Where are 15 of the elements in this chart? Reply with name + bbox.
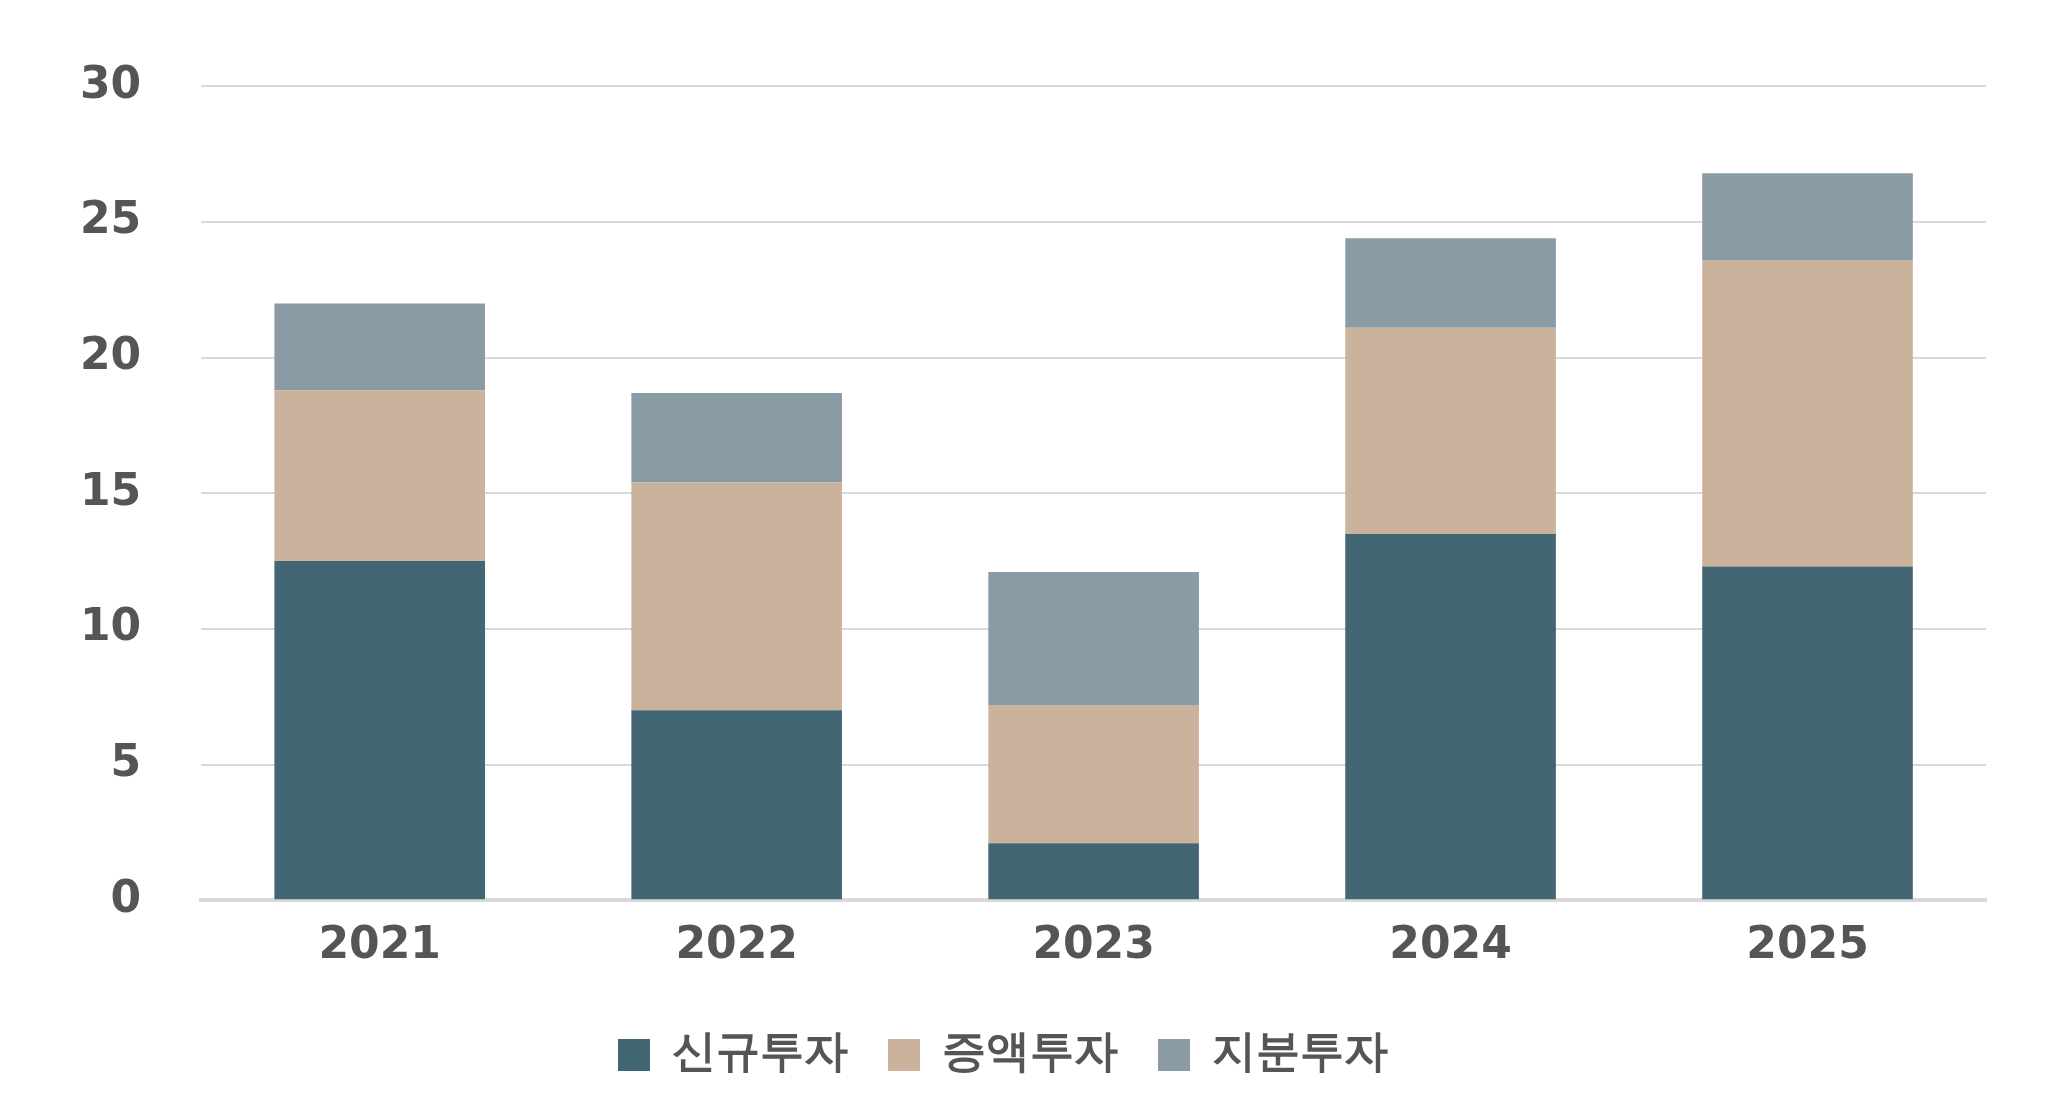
y-tick-label: 10 xyxy=(80,599,142,651)
legend-label: 증액투자 xyxy=(942,1025,1118,1077)
legend-label: 신규투자 xyxy=(672,1025,848,1077)
x-tick-label: 2025 xyxy=(1746,917,1869,969)
x-tick-label: 2021 xyxy=(318,917,441,969)
x-tick-label: 2024 xyxy=(1389,917,1512,969)
x-tick-label: 2023 xyxy=(1032,917,1155,969)
y-tick-label: 25 xyxy=(80,192,142,244)
legend-label: 지분투자 xyxy=(1212,1025,1388,1077)
y-tick-label: 20 xyxy=(80,328,142,380)
y-tick-label: 30 xyxy=(80,56,142,108)
y-tick-label: 15 xyxy=(80,463,142,515)
y-tick-label: 0 xyxy=(110,870,142,922)
x-tick-label: 2022 xyxy=(675,917,798,969)
y-tick-label: 5 xyxy=(110,735,142,786)
